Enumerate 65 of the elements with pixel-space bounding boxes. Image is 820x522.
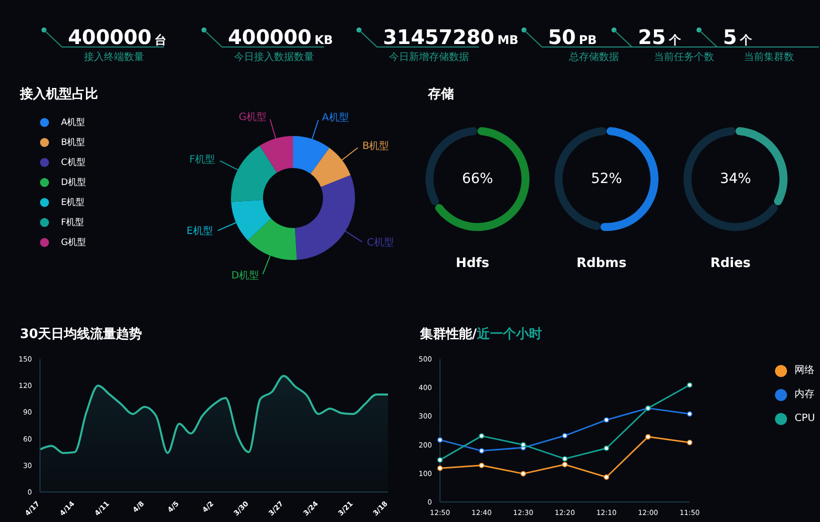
point xyxy=(604,417,610,423)
legend-label: 网络 xyxy=(794,364,815,378)
slice-label: D机型 xyxy=(231,270,260,282)
text: 当前任务个数 xyxy=(653,50,715,64)
text: 400000 xyxy=(228,25,312,49)
donut-slice xyxy=(435,127,530,231)
slice-label: A机型 xyxy=(322,112,349,124)
point xyxy=(478,448,484,454)
point xyxy=(520,442,526,448)
point xyxy=(562,456,568,462)
data-label: 52% xyxy=(590,171,622,187)
text: 31457280 xyxy=(383,25,494,49)
legend-label: B机型 xyxy=(61,138,86,148)
legend-label: G机型 xyxy=(61,238,86,248)
legend-label: CPU xyxy=(794,412,815,426)
slice-label: F机型 xyxy=(189,153,216,166)
text: 当前集群数 xyxy=(743,50,795,64)
text: 个 xyxy=(740,33,752,47)
point xyxy=(520,470,526,476)
legend-label: A机型 xyxy=(61,118,86,128)
slice-label: B机型 xyxy=(362,140,390,152)
legend-label: E机型 xyxy=(61,198,85,208)
text: KB xyxy=(314,33,333,47)
text: 50 xyxy=(548,25,576,49)
text: 5 xyxy=(723,25,737,49)
point xyxy=(562,432,568,438)
point xyxy=(437,466,443,471)
text: Rdbms xyxy=(576,256,628,271)
point xyxy=(562,462,568,468)
text: 台 xyxy=(154,33,166,47)
slice-label: C机型 xyxy=(366,236,394,249)
point xyxy=(604,446,610,451)
data-label: 66% xyxy=(462,171,494,187)
text: 400000 xyxy=(68,25,152,49)
text: 25 xyxy=(638,25,666,49)
chart-title: 存储 xyxy=(428,86,454,103)
text: 今日接入数据数量 xyxy=(233,50,315,64)
point xyxy=(478,433,484,439)
legend-label: F机型 xyxy=(61,218,84,228)
donut-slice xyxy=(684,127,778,231)
slice-label: G机型 xyxy=(238,110,267,123)
point xyxy=(686,440,692,446)
text: 个 xyxy=(668,33,681,47)
text: PB xyxy=(578,33,597,47)
point xyxy=(437,457,443,463)
text: Hdfs xyxy=(454,256,490,271)
text: 总存储数据 xyxy=(568,50,620,64)
point xyxy=(604,474,610,480)
text: 今日新增存储数据 xyxy=(388,50,470,64)
text: 接入终端数量 xyxy=(83,50,145,64)
point xyxy=(686,382,692,388)
chart-subtitle: 近一个小时 xyxy=(476,327,542,342)
legend-label: C机型 xyxy=(61,158,86,168)
chart-title: 接入机型占比 xyxy=(20,86,98,103)
legend-label: 内存 xyxy=(794,388,815,402)
point xyxy=(645,434,651,440)
text: Rdies xyxy=(709,256,752,271)
data-label: 34% xyxy=(720,171,752,187)
point xyxy=(437,437,443,443)
slice-label: E机型 xyxy=(186,224,213,237)
text: MB xyxy=(497,33,518,47)
point xyxy=(686,411,692,417)
legend-label: D机型 xyxy=(61,178,86,188)
chart-title: 30天日均线流量趋势 xyxy=(20,326,142,343)
point xyxy=(478,462,484,468)
